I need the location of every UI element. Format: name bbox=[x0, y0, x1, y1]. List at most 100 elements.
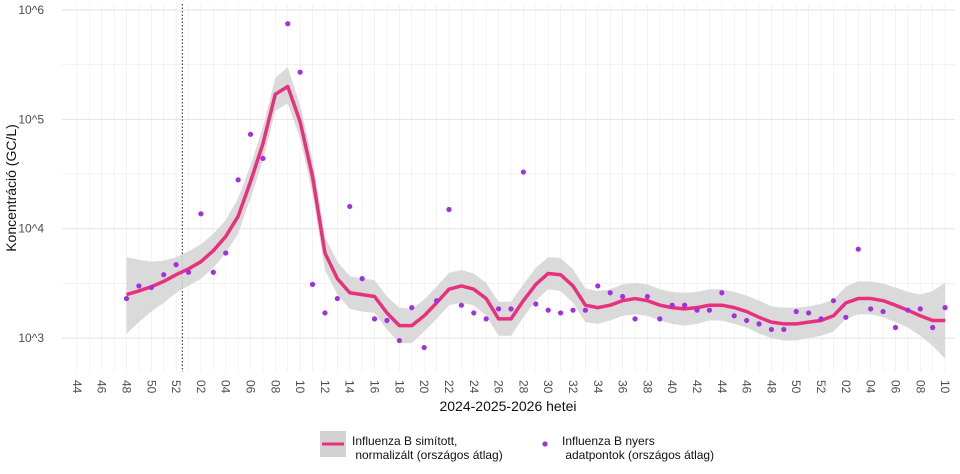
data-point bbox=[781, 326, 787, 333]
data-point bbox=[830, 298, 837, 304]
data-point bbox=[359, 276, 365, 282]
data-point bbox=[818, 316, 824, 322]
data-point bbox=[210, 269, 216, 275]
data-point bbox=[793, 308, 799, 315]
x-tick-label: 08 bbox=[913, 380, 927, 394]
data-point bbox=[433, 298, 440, 304]
data-point bbox=[185, 269, 192, 275]
x-tick-label: 20 bbox=[417, 380, 431, 394]
data-point bbox=[334, 295, 340, 302]
x-tick-label: 36 bbox=[616, 380, 630, 394]
x-tick-label: 14 bbox=[343, 380, 357, 394]
data-point bbox=[756, 321, 762, 327]
x-tick-label: 44 bbox=[70, 380, 84, 394]
data-point bbox=[657, 316, 663, 322]
x-tick-label: 44 bbox=[715, 380, 729, 394]
x-tick-label: 26 bbox=[492, 380, 506, 394]
data-point bbox=[930, 324, 936, 331]
data-point bbox=[620, 293, 626, 300]
data-point bbox=[843, 314, 849, 320]
data-point bbox=[371, 316, 378, 322]
data-point bbox=[285, 21, 291, 27]
data-point bbox=[384, 317, 390, 324]
smoothed-line bbox=[125, 84, 946, 328]
confidence-band bbox=[126, 67, 946, 359]
data-point bbox=[260, 155, 266, 161]
data-point bbox=[669, 302, 675, 308]
data-point bbox=[880, 308, 886, 315]
data-point bbox=[905, 307, 911, 313]
data-point bbox=[533, 301, 539, 307]
data-point bbox=[409, 305, 415, 311]
x-tick-label: 42 bbox=[690, 380, 704, 394]
x-tick-label: 08 bbox=[268, 380, 282, 394]
data-point bbox=[520, 169, 526, 175]
x-tick-label: 04 bbox=[219, 380, 233, 394]
x-tick-label: 50 bbox=[144, 380, 158, 394]
data-point bbox=[595, 283, 601, 289]
y-axis-title: Koncentráció (GC/L) bbox=[3, 124, 19, 252]
legend-key-point bbox=[542, 441, 548, 447]
x-tick-label: 02 bbox=[839, 380, 853, 394]
x-axis-title: 2024-2025-2026 hetei bbox=[439, 398, 576, 414]
x-tick-label: 46 bbox=[740, 380, 754, 394]
data-point bbox=[458, 302, 464, 308]
x-tick-label: 22 bbox=[442, 380, 456, 394]
data-point bbox=[309, 281, 316, 287]
x-tick-label: 06 bbox=[888, 380, 902, 394]
x-tick-label: 32 bbox=[566, 380, 580, 394]
x-tick-label: 10 bbox=[293, 380, 307, 394]
x-tick-label: 28 bbox=[516, 380, 530, 394]
data-point bbox=[297, 69, 303, 75]
data-point bbox=[198, 211, 204, 217]
x-tick-label: 06 bbox=[244, 380, 258, 394]
data-point bbox=[570, 307, 576, 313]
data-point bbox=[446, 206, 452, 213]
x-tick-label: 10 bbox=[938, 380, 952, 394]
x-tick-label: 24 bbox=[467, 380, 481, 394]
x-tick-label: 48 bbox=[764, 380, 778, 394]
data-point bbox=[508, 306, 514, 312]
x-tick-label: 04 bbox=[864, 380, 878, 394]
x-tick-label: 46 bbox=[95, 380, 109, 394]
x-tick-label: 40 bbox=[665, 380, 679, 394]
data-point bbox=[161, 272, 167, 278]
legend-label: Influenza B simított, normalizált (orszá… bbox=[352, 434, 503, 462]
y-tick-label: 10^4 bbox=[18, 222, 44, 236]
x-tick-label: 34 bbox=[591, 380, 605, 394]
y-tick-label: 10^3 bbox=[18, 331, 44, 345]
data-point bbox=[719, 290, 725, 296]
data-point bbox=[706, 307, 713, 313]
data-point bbox=[768, 326, 775, 333]
data-point bbox=[471, 310, 477, 316]
data-point bbox=[694, 307, 700, 313]
data-point bbox=[557, 310, 564, 316]
data-point bbox=[223, 250, 229, 256]
data-point bbox=[347, 203, 353, 210]
x-tick-label: 52 bbox=[814, 380, 828, 394]
data-point bbox=[942, 305, 948, 311]
data-point bbox=[731, 313, 737, 319]
x-tick-label: 38 bbox=[640, 380, 654, 394]
data-point bbox=[855, 246, 861, 252]
x-tick-label: 16 bbox=[368, 380, 382, 394]
data-point bbox=[632, 316, 638, 322]
y-tick-label: 10^5 bbox=[18, 112, 44, 126]
legend-label: Influenza B nyers adatpontok (országos á… bbox=[562, 434, 714, 462]
data-point bbox=[173, 262, 179, 268]
data-point bbox=[607, 290, 613, 296]
x-tick-label: 30 bbox=[541, 380, 555, 394]
x-tick-label: 50 bbox=[789, 380, 803, 394]
data-point bbox=[892, 324, 899, 331]
data-point bbox=[917, 306, 923, 312]
data-point bbox=[136, 283, 142, 289]
data-point bbox=[483, 316, 489, 322]
data-point bbox=[322, 310, 328, 316]
x-tick-label: 52 bbox=[169, 380, 183, 394]
x-tick-label: 48 bbox=[119, 380, 133, 394]
data-point bbox=[148, 284, 154, 291]
data-point bbox=[396, 337, 402, 344]
data-point bbox=[545, 307, 551, 313]
data-point bbox=[868, 306, 874, 312]
